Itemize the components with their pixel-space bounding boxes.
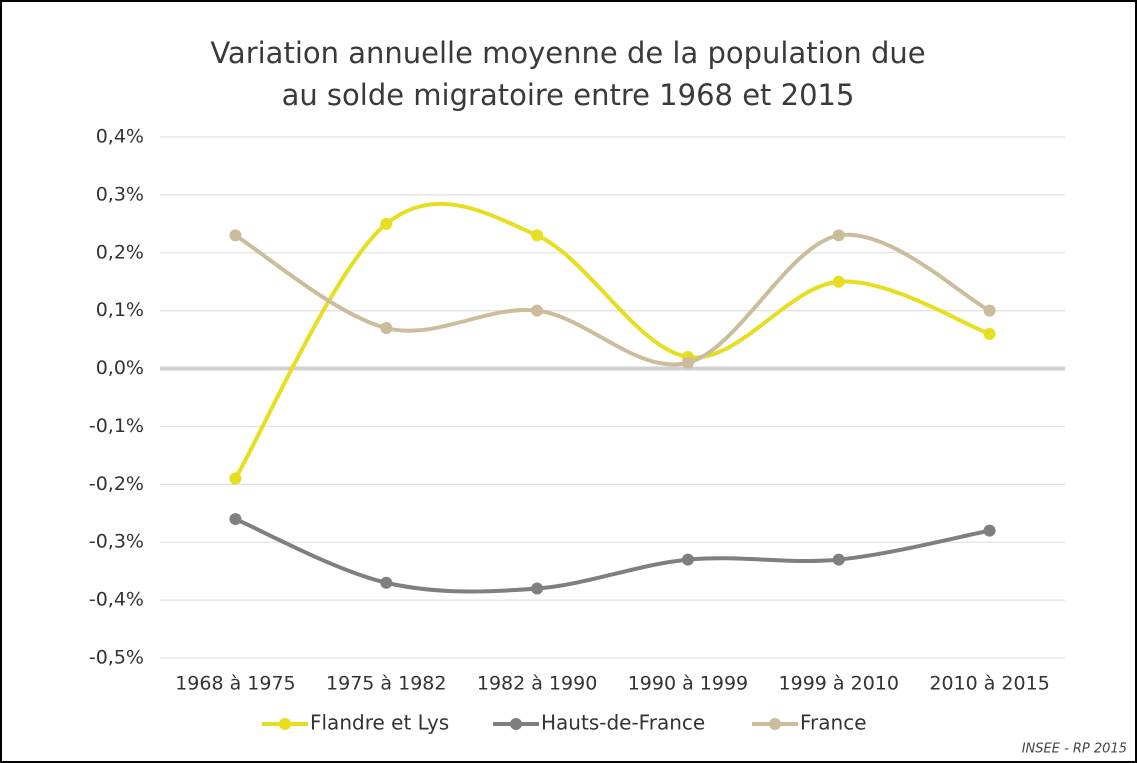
point — [983, 304, 996, 317]
x-tick-label: 1982 à 1990 — [477, 673, 597, 695]
point — [380, 322, 393, 335]
point — [832, 229, 845, 242]
y-tick-label: 0,4% — [96, 126, 144, 148]
chart-title: au solde migratoire entre 1968 et 2015 — [282, 78, 855, 112]
point — [531, 582, 544, 595]
point — [531, 229, 544, 242]
chart-title: Variation annuelle moyenne de la populat… — [210, 36, 925, 70]
y-tick-label: -0,4% — [89, 589, 144, 611]
point — [832, 553, 845, 566]
y-tick-label: -0,3% — [89, 531, 144, 553]
y-tick-label: 0,0% — [96, 357, 144, 379]
y-tick-label: 0,3% — [96, 183, 144, 205]
x-tick-label: 1968 à 1975 — [175, 673, 295, 695]
legend-label: France — [800, 711, 867, 735]
x-tick-label: 1990 à 1999 — [628, 673, 748, 695]
point — [681, 356, 694, 369]
series-line — [234, 517, 990, 594]
series-line — [234, 232, 991, 367]
y-tick-label: -0,2% — [89, 473, 144, 495]
y-tick-label: -0,1% — [89, 415, 144, 437]
point — [380, 217, 393, 230]
point — [229, 472, 242, 485]
point — [983, 524, 996, 537]
source-note: INSEE - RP 2015 — [1022, 742, 1127, 757]
legend-label: Flandre et Lys — [310, 711, 449, 735]
x-tick-label: 1975 à 1982 — [326, 673, 446, 695]
y-tick-label: 0,2% — [96, 241, 144, 263]
point — [380, 576, 393, 589]
legend-swatch-dot — [279, 718, 291, 730]
point — [983, 327, 996, 340]
point — [229, 513, 242, 526]
point — [531, 304, 544, 317]
x-tick-label: 1999 à 2010 — [779, 673, 899, 695]
legend-swatch-dot — [510, 718, 522, 730]
x-tick-label: 2010 à 2015 — [929, 673, 1049, 695]
point — [832, 275, 845, 288]
series-line — [233, 201, 991, 480]
point — [681, 553, 694, 566]
legend-swatch-dot — [769, 718, 781, 730]
legend-label: Hauts-de-France — [541, 711, 705, 735]
y-tick-label: 0,1% — [96, 299, 144, 321]
point — [229, 229, 242, 242]
y-tick-label: -0,5% — [89, 647, 144, 669]
